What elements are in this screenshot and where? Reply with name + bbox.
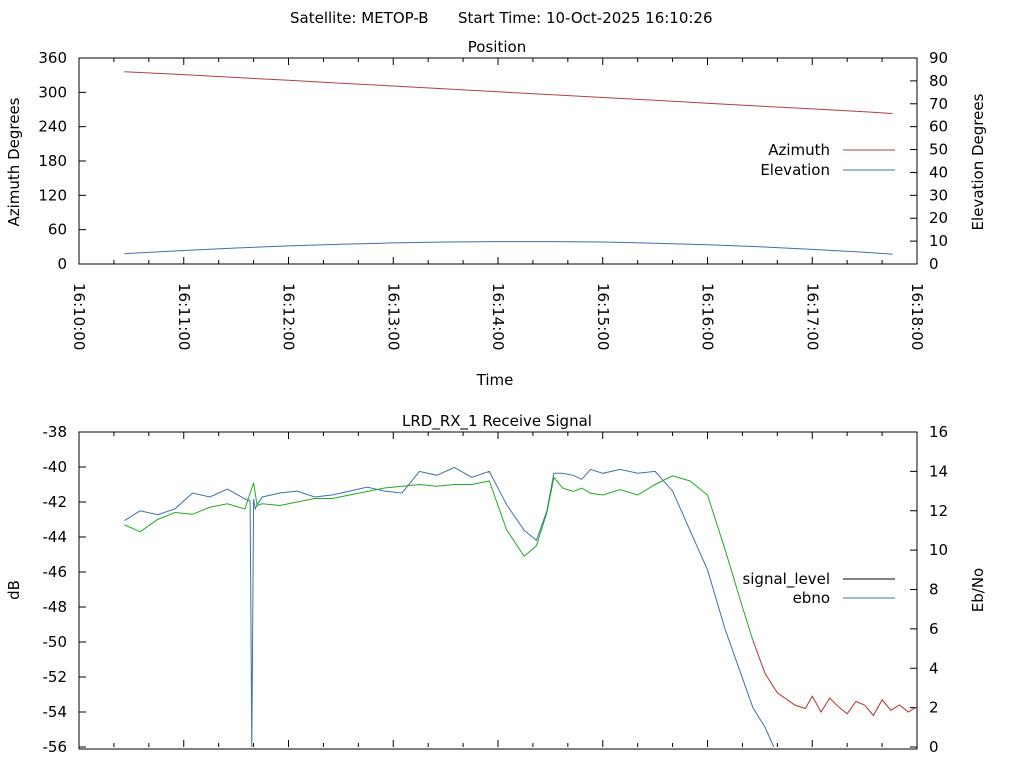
position-x-axis-label: Time: [476, 371, 514, 389]
y2-tick-label: 12: [929, 502, 948, 520]
y2-tick-label: 20: [929, 209, 948, 227]
y-tick-label: 0: [57, 255, 67, 273]
series-line-elevation: [124, 241, 893, 255]
x-tick-label: 16:16:00: [699, 283, 717, 350]
signal-plot-frame: [78, 431, 918, 750]
y-tick-label: -44: [43, 528, 68, 546]
y2-tick-label: 30: [929, 186, 948, 204]
y-tick-label: -48: [43, 598, 68, 616]
y-tick-label: -50: [43, 633, 68, 651]
y2-tick-label: 8: [929, 581, 939, 599]
y2-tick-label: 0: [929, 255, 939, 273]
x-tick-label: 16:17:00: [803, 283, 821, 350]
x-tick-label: 16:12:00: [280, 283, 298, 350]
y2-tick-label: 16: [929, 423, 948, 441]
series-line-azimuth: [124, 71, 893, 114]
position-y-axis-label: Azimuth Degrees: [5, 97, 23, 226]
y-tick-label: 180: [38, 152, 67, 170]
y-tick-label: -54: [43, 703, 68, 721]
y2-tick-label: 90: [929, 49, 948, 67]
x-tick-label: 16:11:00: [175, 283, 193, 350]
start-time-label: Start Time: 10-Oct-2025 16:10:26: [458, 9, 713, 27]
position-chart-title: Position: [468, 38, 526, 56]
legend-label-elevation: Elevation: [760, 161, 830, 179]
series-line-signal-level-low: [752, 640, 917, 717]
legend-label-azimuth: Azimuth: [768, 141, 830, 159]
y2-tick-label: 70: [929, 95, 948, 113]
satellite-label: Satellite: METOP-B: [290, 9, 429, 27]
y2-tick-label: 80: [929, 72, 948, 90]
y2-tick-label: 4: [929, 659, 939, 677]
y2-tick-label: 0: [929, 738, 939, 756]
x-tick-label: 16:14:00: [489, 283, 507, 350]
y2-tick-label: 2: [929, 699, 939, 717]
y-tick-label: -46: [43, 563, 68, 581]
x-tick-label: 16:13:00: [384, 283, 402, 350]
legend-label-signal-level: signal_level: [742, 570, 830, 589]
x-tick-label: 16:18:00: [908, 283, 926, 350]
y-tick-label: -38: [43, 423, 68, 441]
y-tick-label: -52: [43, 668, 68, 686]
y-tick-label: 60: [48, 221, 67, 239]
series-line-ebno: [124, 466, 775, 748]
x-tick-label: 16:15:00: [594, 283, 612, 350]
y2-tick-label: 40: [929, 163, 948, 181]
y2-tick-label: 6: [929, 620, 939, 638]
y2-tick-label: 10: [929, 541, 948, 559]
position-y2-axis-label: Elevation Degrees: [969, 93, 987, 230]
y2-tick-label: 14: [929, 462, 948, 480]
y2-tick-label: 10: [929, 232, 948, 250]
y-tick-label: -42: [43, 493, 68, 511]
y-tick-label: 360: [38, 49, 67, 67]
y-tick-label: 240: [38, 118, 67, 136]
signal-y2-axis-label: Eb/No: [969, 568, 987, 612]
y-tick-label: -40: [43, 458, 68, 476]
y-tick-label: 120: [38, 186, 67, 204]
y-tick-label: -56: [43, 738, 68, 756]
signal-y-axis-label: dB: [5, 580, 23, 600]
y-tick-label: 300: [38, 83, 67, 101]
series-line-signal-level: [124, 475, 754, 641]
legend-label-ebno: ebno: [793, 589, 830, 607]
y2-tick-label: 50: [929, 141, 948, 159]
signal-chart-title: LRD_RX_1 Receive Signal: [402, 412, 592, 431]
y2-tick-label: 60: [929, 118, 948, 136]
x-tick-label: 16:10:00: [70, 283, 88, 350]
